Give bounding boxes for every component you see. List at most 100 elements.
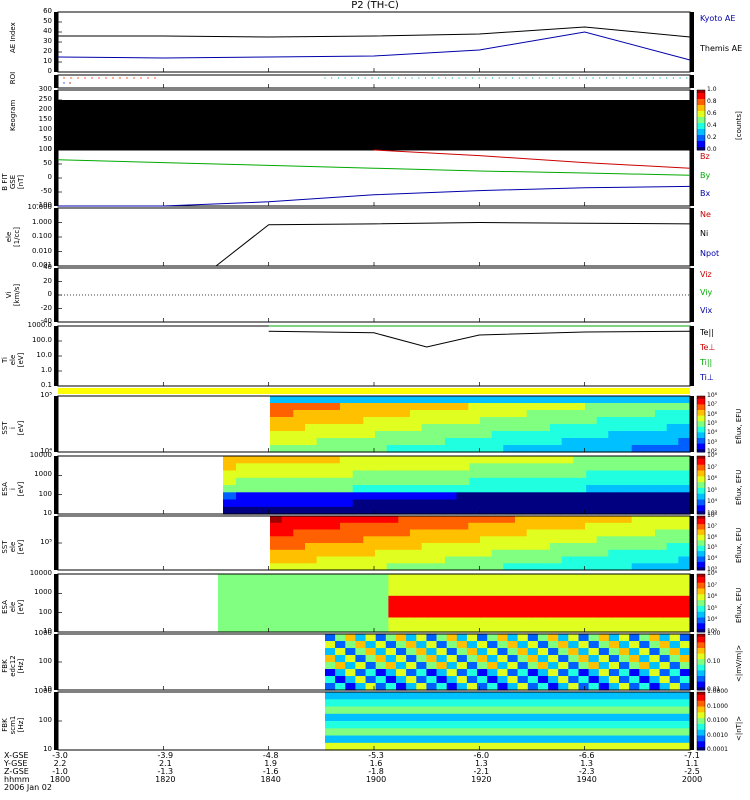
spectrogram-cell xyxy=(293,543,306,551)
spectrogram-cell xyxy=(596,529,609,537)
roi-dot xyxy=(324,77,326,79)
spectrogram-cell xyxy=(659,648,671,656)
spectrogram-cell xyxy=(659,713,671,722)
spectrogram-cell xyxy=(270,610,285,619)
spectrogram-cell xyxy=(655,563,668,571)
roi-dot xyxy=(538,77,541,79)
spectrogram-cell xyxy=(363,529,376,537)
spectrogram-cell xyxy=(340,396,353,404)
colorbar-cell xyxy=(697,620,705,624)
colorbar-tick-label: 10⁴ xyxy=(707,616,718,624)
spectrogram-cell xyxy=(578,662,590,670)
spectrogram-cell xyxy=(322,588,337,597)
spectrogram-cell xyxy=(497,742,509,751)
spectrogram-cell xyxy=(598,721,610,729)
colorbar-cell xyxy=(697,429,705,433)
spectrogram-cell xyxy=(433,431,446,439)
colorbar-cell xyxy=(697,664,705,669)
spectrogram-cell xyxy=(560,499,574,508)
y-tick-label: 150 xyxy=(38,115,52,123)
spectrogram-cell xyxy=(487,669,498,677)
spectrogram-cell xyxy=(443,499,458,508)
spectrogram-cell xyxy=(406,735,417,744)
spectrogram-cell xyxy=(375,403,388,411)
spectrogram-cell xyxy=(598,735,610,744)
spectrogram-cell xyxy=(456,470,471,479)
spectrogram-cell xyxy=(396,721,407,729)
spectrogram-cell xyxy=(517,634,529,642)
spectrogram-cell xyxy=(534,456,548,464)
spectrogram-cell xyxy=(638,470,652,479)
spectrogram-cell xyxy=(326,477,341,486)
spectrogram-cell xyxy=(270,536,283,544)
flag-bar xyxy=(58,388,690,394)
spectrogram-cell xyxy=(663,617,678,626)
spectrogram-cell xyxy=(585,522,598,531)
spectrogram-cell xyxy=(433,396,446,404)
spectrogram-cell xyxy=(639,742,650,751)
spectrogram-cell xyxy=(427,617,442,626)
spectrogram-cell xyxy=(643,445,656,453)
spectrogram-cell xyxy=(619,728,630,737)
spectrogram-cell xyxy=(560,477,574,486)
spectrogram-cell xyxy=(537,669,549,677)
panel-ae xyxy=(54,11,694,73)
spectrogram-cell xyxy=(608,655,620,663)
spectrogram-cell xyxy=(629,721,640,729)
spectrogram-cell xyxy=(611,624,625,633)
colorbar-tick-label: 10⁵ xyxy=(707,420,718,427)
roi-dot xyxy=(331,77,333,79)
spectrogram-cell xyxy=(659,721,671,729)
spectrogram-cell xyxy=(620,396,633,404)
colorbar-cell xyxy=(697,398,705,403)
spectrogram-cell xyxy=(491,516,504,524)
spectrogram-cell xyxy=(558,610,573,619)
colorbar-cell xyxy=(697,676,705,680)
spectrogram-cell xyxy=(316,549,329,558)
spectrogram-cell xyxy=(270,431,283,439)
colorbar-cell xyxy=(697,600,705,604)
spectrogram-cell xyxy=(669,648,681,656)
spectrogram-cell xyxy=(416,641,427,649)
spectrogram-cell xyxy=(406,713,417,722)
colorbar-cell xyxy=(697,687,705,691)
spectrogram-cell xyxy=(316,424,329,432)
roi-dot xyxy=(431,77,433,79)
spectrogram-cell xyxy=(375,617,389,626)
colorbar-cell xyxy=(697,521,705,525)
spectrogram-cell xyxy=(573,563,586,571)
colorbar-cell xyxy=(697,567,705,571)
spectrogram-cell xyxy=(519,603,534,611)
colorbar-cell xyxy=(697,548,705,552)
colorbar-cell xyxy=(697,656,705,660)
spectrogram-cell xyxy=(436,648,448,656)
spectrogram-cell xyxy=(335,721,346,729)
y-tick-label: 10 xyxy=(43,685,52,693)
spectrogram-cell xyxy=(547,506,561,515)
spectrogram-cell xyxy=(650,588,665,597)
spectrogram-cell xyxy=(538,431,551,439)
spectrogram-cell xyxy=(322,624,337,633)
spectrogram-cell xyxy=(270,581,285,590)
spectrogram-cell xyxy=(678,445,691,453)
colorbar-tick-label: 10² xyxy=(707,448,718,455)
spectrogram-cell xyxy=(491,536,504,544)
spectrogram-cell xyxy=(655,536,668,544)
spectrogram-cell xyxy=(629,735,640,744)
spectrogram-cell xyxy=(482,506,496,515)
spectrogram-cell xyxy=(487,648,498,656)
spectrogram-cell xyxy=(339,463,354,472)
spectrogram-cell xyxy=(491,563,504,571)
spectrogram-cell xyxy=(388,595,403,604)
y-tick-label: 10000 xyxy=(29,451,52,459)
spectrogram-cell xyxy=(417,477,432,486)
spectrogram-cell xyxy=(281,536,294,544)
spectrogram-cell xyxy=(517,669,529,677)
spectrogram-cell xyxy=(666,563,679,571)
spectrogram-cell xyxy=(596,536,609,544)
spectrogram-cell xyxy=(421,403,434,411)
colorbar-cell xyxy=(697,738,705,742)
spectrogram-cell xyxy=(519,581,534,590)
spectrogram-cell xyxy=(436,641,448,649)
spectrogram-cell xyxy=(365,742,377,751)
